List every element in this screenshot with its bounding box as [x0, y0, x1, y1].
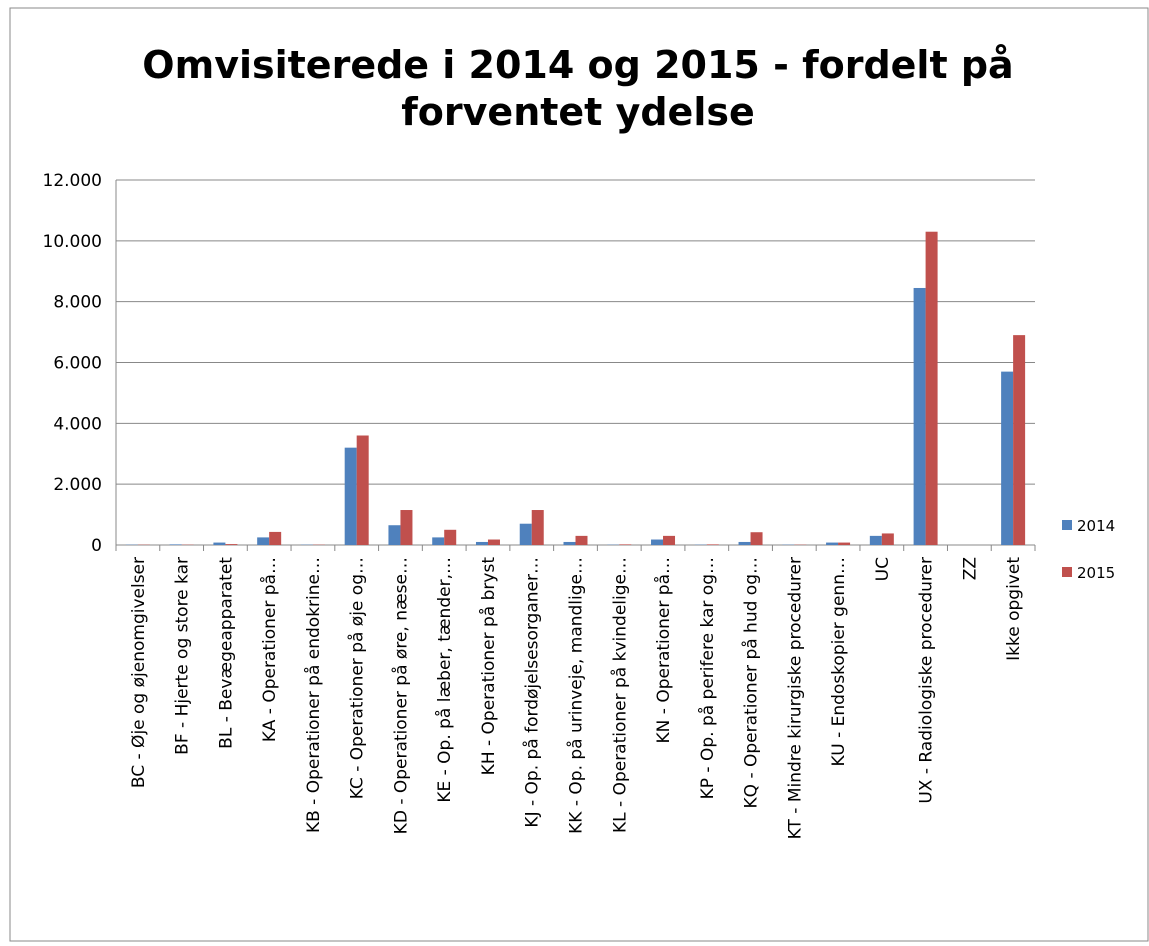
x-tick-label: KB - Operationer på endokrine… [303, 557, 324, 833]
bar [914, 288, 926, 545]
x-tick-label: KD - Operationer på øre, næse… [390, 557, 411, 834]
legend-label: 2015 [1077, 564, 1115, 582]
x-tick-label: UC [873, 557, 893, 581]
bar [257, 537, 269, 545]
x-tick-label: KU - Endoskopier genn… [829, 557, 849, 766]
legend-swatch [1062, 567, 1072, 577]
bar [1001, 372, 1013, 545]
x-tick-label: BC - Øje og øjenomgivelser [129, 557, 149, 788]
bar [838, 543, 850, 545]
bar [651, 540, 663, 545]
bar [532, 510, 544, 545]
y-tick-label: 6.000 [53, 354, 102, 374]
x-tick-label: KT - Mindre kirurgiske procedurer [785, 557, 805, 839]
bar [576, 536, 588, 545]
x-tick-label: KK - Op. på urinveje, mandlige… [566, 557, 587, 834]
bar [739, 542, 751, 545]
x-tick-label: KN - Operationer på… [653, 557, 674, 743]
chart-title: forventet ydelse [401, 90, 754, 134]
bar [444, 530, 456, 545]
bar [225, 544, 237, 545]
bar [1013, 335, 1025, 545]
bar [357, 436, 369, 546]
x-tick-label: KH - Operationer på bryst [478, 557, 499, 776]
bar [707, 544, 719, 545]
bar [926, 232, 938, 545]
y-tick-label: 10.000 [43, 232, 102, 252]
x-tick-label: BF - Hjerte og store kar [173, 557, 193, 755]
y-tick-label: 2.000 [53, 475, 102, 495]
bar [432, 537, 444, 545]
bar [170, 544, 182, 545]
bar [751, 532, 763, 545]
bar [345, 448, 357, 545]
bar [388, 525, 400, 545]
y-tick-label: 12.000 [43, 171, 102, 191]
bar [564, 542, 576, 545]
bar [826, 543, 838, 545]
bar [663, 536, 675, 545]
bar [870, 536, 882, 545]
bar [619, 544, 631, 545]
legend-label: 2014 [1077, 517, 1115, 535]
x-tick-label: KE - Op. på læber, tænder,… [434, 557, 455, 803]
bar [882, 533, 894, 545]
y-tick-label: 0 [91, 536, 102, 556]
bar [213, 543, 225, 545]
x-tick-label: KL - Operationer på kvindelige… [609, 557, 630, 833]
y-tick-label: 4.000 [53, 414, 102, 434]
bar [476, 542, 488, 545]
x-tick-label: ZZ [960, 557, 980, 580]
y-tick-label: 8.000 [53, 293, 102, 313]
bar [400, 510, 412, 545]
x-tick-label: KJ - Op. på fordøjelsesorganer… [522, 557, 543, 828]
chart-title: Omvisiterede i 2014 og 2015 - fordelt på [142, 43, 1013, 87]
x-tick-label: KQ - Operationer på hud og… [741, 557, 762, 808]
legend-swatch [1062, 520, 1072, 530]
x-tick-label: BL - Bevægeapparatet [216, 557, 236, 749]
bar [269, 532, 281, 545]
bar [488, 540, 500, 545]
x-tick-label: KA - Operationer på… [259, 557, 280, 742]
x-tick-label: KC - Operationer på øje og… [347, 557, 368, 799]
x-tick-label: UX - Radiologiske procedurer [917, 557, 937, 804]
x-tick-label: KP - Op. på perifere kar og… [697, 557, 718, 799]
x-tick-label: Ikke opgivet [1004, 557, 1024, 661]
bar [520, 524, 532, 545]
